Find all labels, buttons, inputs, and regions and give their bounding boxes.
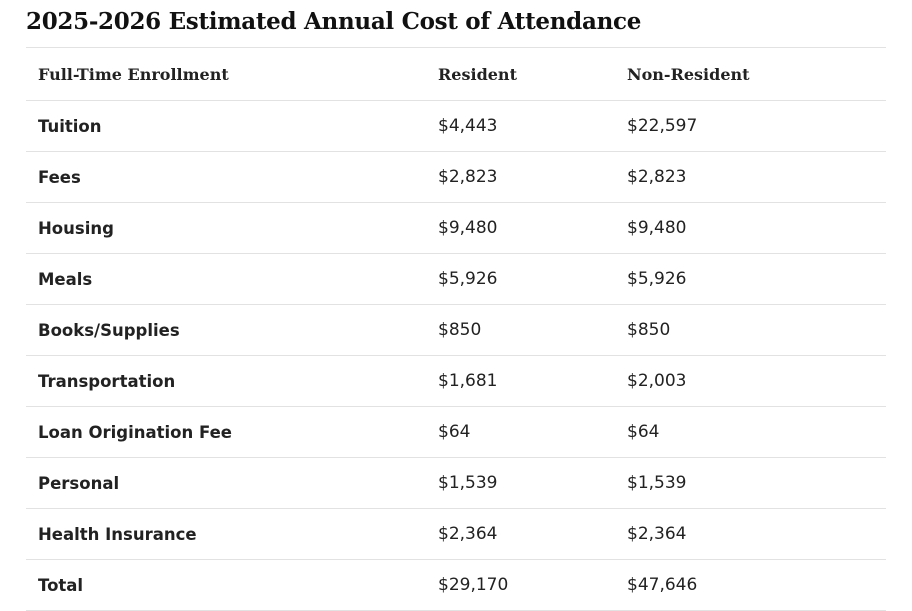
- cost-cell: $2,003: [615, 355, 886, 407]
- cost-cell: $1,539: [426, 457, 615, 509]
- header-cell: Full-Time Enrollment: [26, 47, 426, 101]
- cost-cell: $5,926: [426, 253, 615, 305]
- cost-cell: $1,539: [615, 457, 886, 509]
- row-label: Housing: [26, 202, 426, 254]
- cost-cell: $29,170: [426, 559, 615, 611]
- cost-cell: $2,823: [615, 151, 886, 203]
- row-label: Fees: [26, 151, 426, 203]
- cost-cell: $850: [426, 304, 615, 356]
- row-label: Health Insurance: [26, 508, 426, 560]
- row-label: Personal: [26, 457, 426, 509]
- cost-cell: $64: [426, 406, 615, 458]
- row-label: Tuition: [26, 100, 426, 152]
- table-row: Fees $2,823 $2,823: [26, 151, 886, 203]
- table-row: Health Insurance $2,364 $2,364: [26, 508, 886, 560]
- row-label: Loan Origination Fee: [26, 406, 426, 458]
- header-cell: Non-Resident: [615, 47, 886, 101]
- cost-cell: $22,597: [615, 100, 886, 152]
- row-label: Meals: [26, 253, 426, 305]
- cost-cell: $1,681: [426, 355, 615, 407]
- table-row: Total $29,170 $47,646: [26, 559, 886, 611]
- cost-cell: $9,480: [615, 202, 886, 254]
- row-label: Transportation: [26, 355, 426, 407]
- header-cell: Resident: [426, 47, 615, 101]
- cost-cell: $2,364: [426, 508, 615, 560]
- cost-table: Full-Time Enrollment Resident Non-Resident…: [26, 47, 886, 611]
- table-row: Personal $1,539 $1,539: [26, 457, 886, 509]
- header-row: Full-Time Enrollment Resident Non-Resident: [26, 47, 886, 101]
- cost-cell: $850: [615, 304, 886, 356]
- title: 2025-2026 Estimated Annual Cost of Atten…: [26, 8, 642, 35]
- cost-cell: $2,364: [615, 508, 886, 560]
- cost-cell: $2,823: [426, 151, 615, 203]
- cost-cell: $4,443: [426, 100, 615, 152]
- cost-cell: $9,480: [426, 202, 615, 254]
- table-row: Books/Supplies $850 $850: [26, 304, 886, 356]
- table-row: Housing $9,480 $9,480: [26, 202, 886, 254]
- table-row: Tuition $4,443 $22,597: [26, 100, 886, 152]
- cost-cell: $5,926: [615, 253, 886, 305]
- table-row: Transportation $1,681 $2,003: [26, 355, 886, 407]
- row-label: Books/Supplies: [26, 304, 426, 356]
- table-row: Loan Origination Fee $64 $64: [26, 406, 886, 458]
- row-label: Total: [26, 559, 426, 611]
- cost-cell: $64: [615, 406, 886, 458]
- cost-cell: $47,646: [615, 559, 886, 611]
- table-row: Meals $5,926 $5,926: [26, 253, 886, 305]
- table-body: Tuition $4,443 $22,597 Fees $2,823 $2,823 Hous…: [26, 100, 886, 611]
